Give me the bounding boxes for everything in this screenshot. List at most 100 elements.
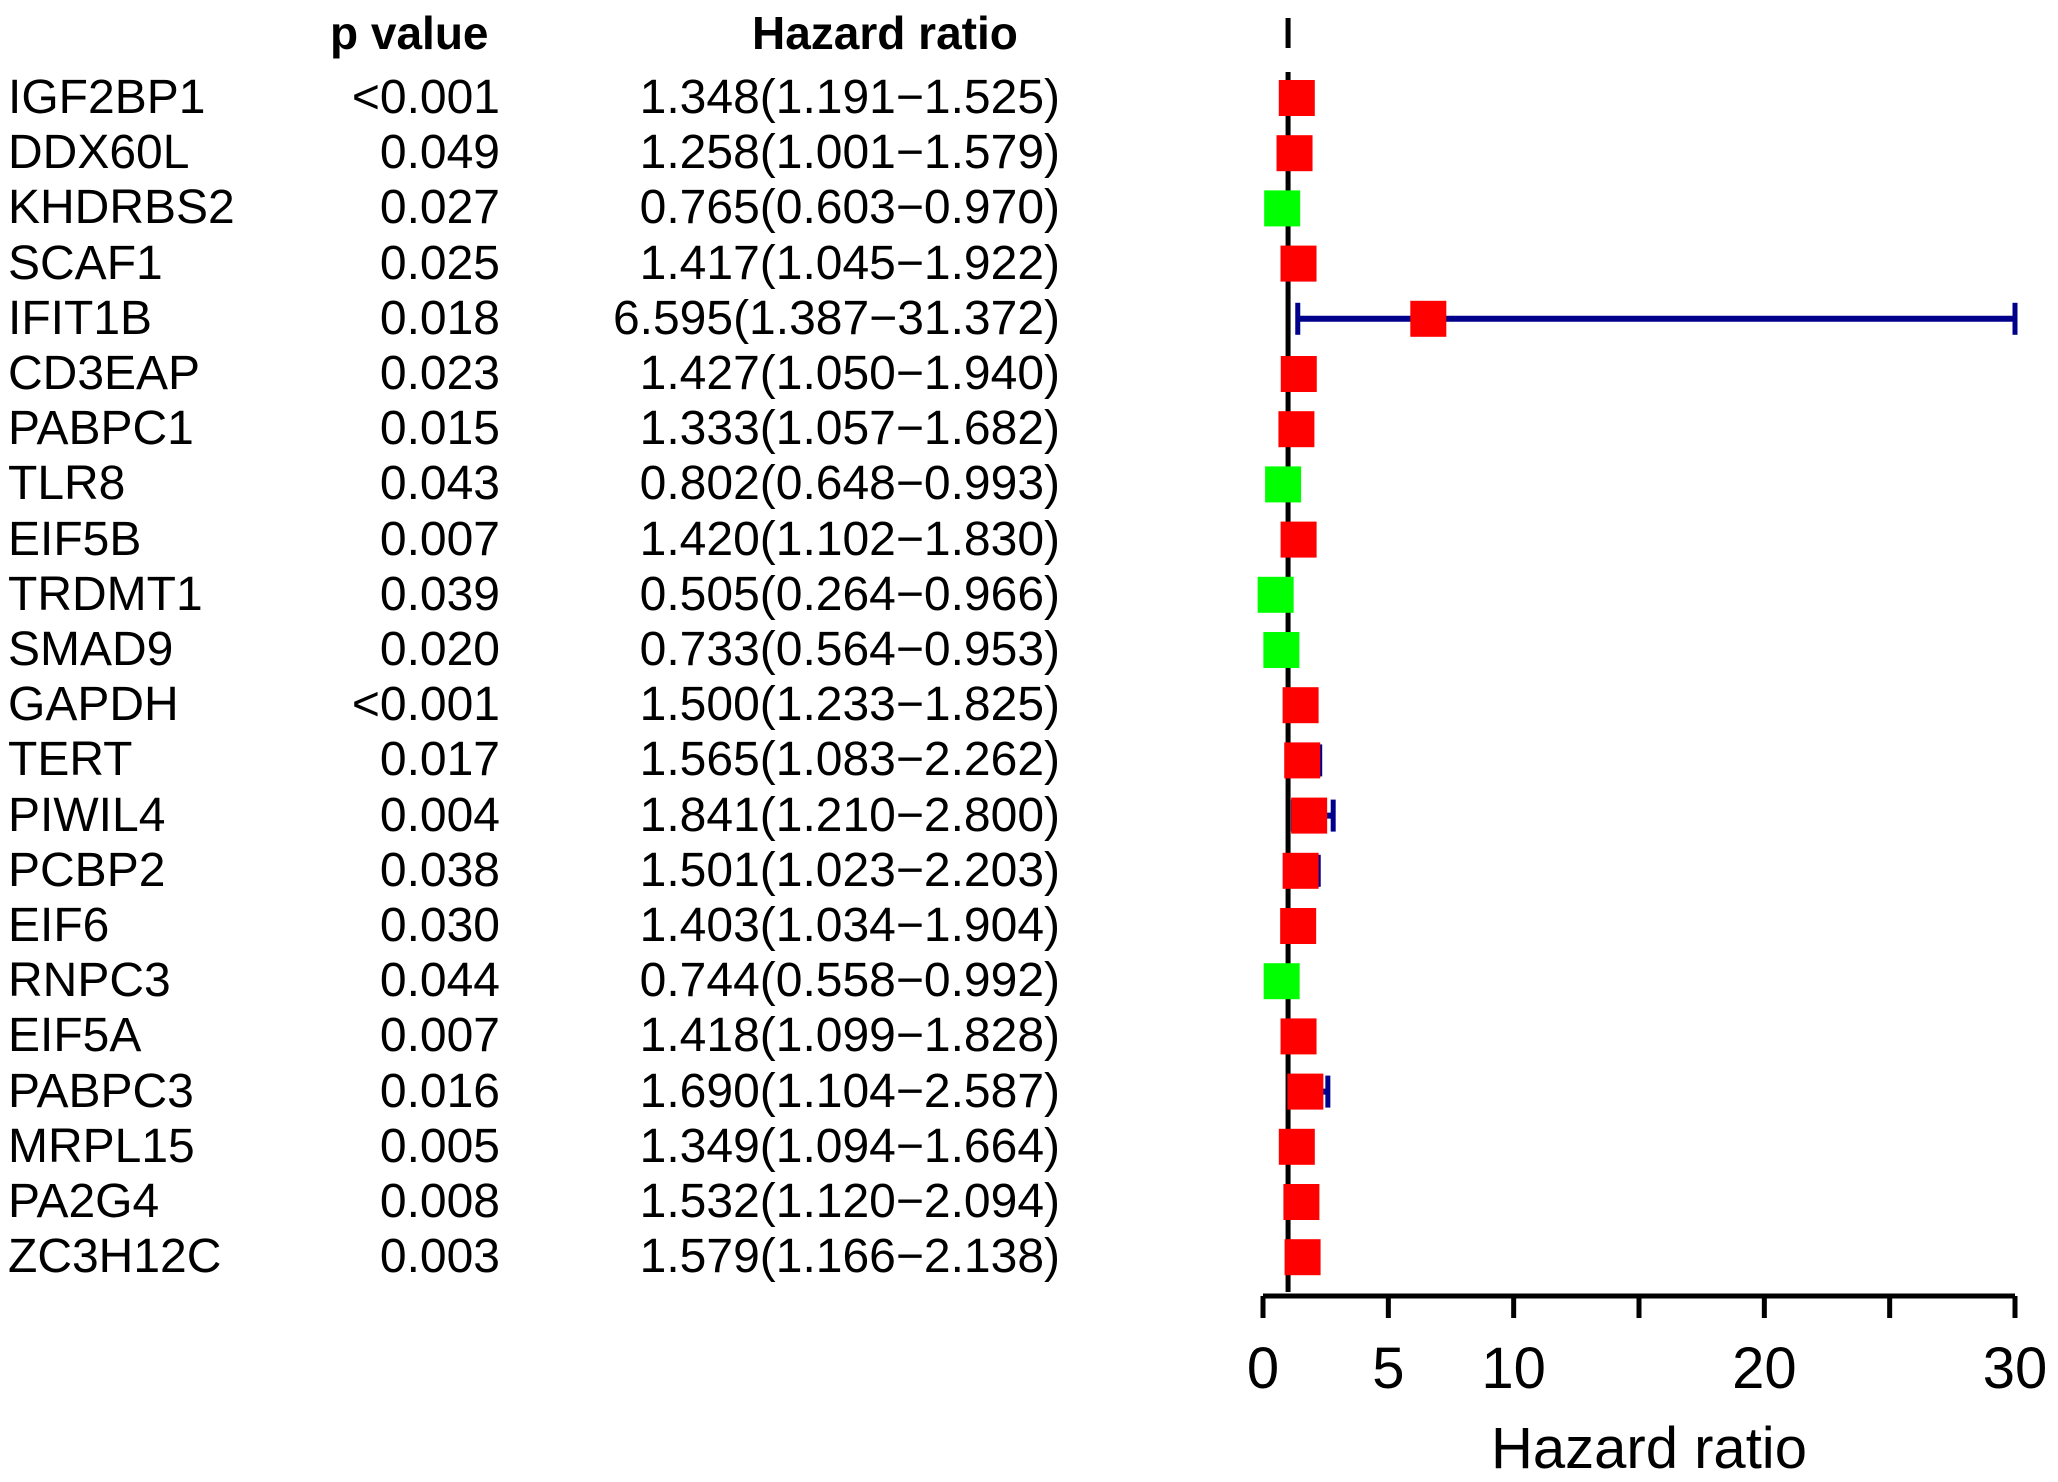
table-row: TLR8 0.043 0.802(0.648−0.993) xyxy=(0,456,1080,512)
gene-label: IGF2BP1 xyxy=(8,71,206,124)
hr-point xyxy=(1280,356,1317,392)
p-value: 0.015 xyxy=(379,402,500,456)
hazard-ratio-ci: 1.403(1.034−1.904) xyxy=(639,899,1060,952)
hr-point xyxy=(1282,687,1319,724)
hr-point xyxy=(1278,411,1315,448)
hr-point xyxy=(1280,1018,1317,1055)
p-value: 0.049 xyxy=(379,126,500,180)
p-value-header: p value xyxy=(330,7,489,59)
hr-point xyxy=(1263,632,1300,668)
p-value: 0.043 xyxy=(379,457,500,511)
x-tick-label: 5 xyxy=(1372,1336,1404,1401)
hazard-ratio-ci: 1.690(1.104−2.587) xyxy=(639,1064,1060,1118)
table-row: MRPL15 0.005 1.349(1.094−1.664) xyxy=(0,1119,1080,1175)
hr-point xyxy=(1283,1184,1320,1220)
hazard-ratio-ci: 1.417(1.045−1.922) xyxy=(639,236,1060,290)
hazard-ratio-ci: 0.505(0.264−0.966) xyxy=(639,567,1060,621)
gene-label: EIF6 xyxy=(8,899,110,952)
gene-label: ZC3H12C xyxy=(8,1230,222,1284)
hazard-ratio-ci: 0.802(0.648−0.993) xyxy=(639,457,1060,511)
gene-label: EIF5B xyxy=(8,512,142,566)
hr-point xyxy=(1280,908,1317,944)
hazard-ratio-ci: 1.579(1.166−2.138) xyxy=(639,1230,1060,1284)
x-tick-label: 30 xyxy=(1983,1336,2048,1401)
hr-point xyxy=(1263,963,1300,1000)
hazard-ratio-ci: 1.427(1.050−1.940) xyxy=(639,347,1060,400)
gene-label: KHDRBS2 xyxy=(8,181,235,235)
table-row: ZC3H12C 0.003 1.579(1.166−2.138) xyxy=(0,1229,1080,1285)
gene-label: TLR8 xyxy=(8,457,126,511)
table-row: TERT 0.017 1.565(1.083−2.262) xyxy=(0,732,1080,788)
hazard-ratio-ci: 1.841(1.210−2.800) xyxy=(639,788,1060,842)
table-row: EIF5B 0.007 1.420(1.102−1.830) xyxy=(0,512,1080,568)
x-tick-label: 20 xyxy=(1732,1336,1797,1401)
table-row: GAPDH <0.001 1.500(1.233−1.825) xyxy=(0,677,1080,733)
hazard-ratio-ci: 1.501(1.023−2.203) xyxy=(639,843,1060,897)
table-row: PA2G4 0.008 1.532(1.120−2.094) xyxy=(0,1174,1080,1230)
hr-point xyxy=(1291,797,1328,834)
table-row: PIWIL4 0.004 1.841(1.210−2.800) xyxy=(0,788,1080,844)
table-row: PABPC3 0.016 1.690(1.104−2.587) xyxy=(0,1064,1080,1120)
hr-point xyxy=(1278,1128,1315,1165)
gene-label: EIF5A xyxy=(8,1009,142,1063)
hr-point xyxy=(1265,466,1302,503)
hr-point xyxy=(1410,300,1447,337)
table-row: EIF5A 0.007 1.418(1.099−1.828) xyxy=(0,1008,1080,1064)
p-value: 0.025 xyxy=(379,236,500,290)
hazard-ratio-ci: 6.595(1.387−31.372) xyxy=(612,291,1060,345)
hazard-ratio-ci: 0.744(0.558−0.992) xyxy=(639,954,1060,1008)
x-axis-title: Hazard ratio xyxy=(1491,1416,1807,1481)
p-value: 0.017 xyxy=(379,733,500,787)
hr-point xyxy=(1276,135,1313,172)
table-row: PABPC1 0.015 1.333(1.057−1.682) xyxy=(0,401,1080,457)
hazard-ratio-ci: 1.420(1.102−1.830) xyxy=(639,512,1060,566)
x-tick-label: 10 xyxy=(1481,1336,1546,1401)
p-value: 0.016 xyxy=(379,1064,500,1118)
gene-label: SMAD9 xyxy=(8,623,174,676)
hr-point xyxy=(1280,245,1317,282)
p-value: 0.003 xyxy=(379,1230,500,1284)
table-row: RNPC3 0.044 0.744(0.558−0.992) xyxy=(0,953,1080,1009)
p-value: 0.044 xyxy=(379,954,500,1008)
gene-label: PCBP2 xyxy=(8,843,166,897)
table-row: DDX60L 0.049 1.258(1.001−1.579) xyxy=(0,125,1080,181)
hazard-ratio-ci: 1.418(1.099−1.828) xyxy=(639,1009,1060,1063)
hazard-ratio-ci: 1.500(1.233−1.825) xyxy=(639,678,1060,732)
gene-label: TERT xyxy=(8,733,133,787)
table-row: SMAD9 0.020 0.733(0.564−0.953) xyxy=(0,622,1080,678)
hr-point xyxy=(1284,742,1321,779)
gene-label: GAPDH xyxy=(8,678,179,732)
p-value: 0.007 xyxy=(379,512,500,566)
hazard-ratio-ci: 1.258(1.001−1.579) xyxy=(639,126,1060,180)
table-row: TRDMT1 0.039 0.505(0.264−0.966) xyxy=(0,567,1080,623)
gene-label: PA2G4 xyxy=(8,1175,160,1228)
hr-point xyxy=(1278,80,1315,116)
hazard-ratio-ci: 1.532(1.120−2.094) xyxy=(639,1175,1060,1228)
hazard-ratio-ci: 1.348(1.191−1.525) xyxy=(639,71,1060,124)
hazard-ratio-ci: 1.349(1.094−1.664) xyxy=(639,1119,1060,1173)
gene-label: CD3EAP xyxy=(8,347,201,400)
p-value: 0.038 xyxy=(379,843,500,897)
p-value: <0.001 xyxy=(351,678,500,732)
p-value: 0.023 xyxy=(379,347,500,400)
p-value: 0.005 xyxy=(379,1119,500,1173)
hazard-ratio-ci: 0.733(0.564−0.953) xyxy=(639,623,1060,676)
table-row: CD3EAP 0.023 1.427(1.050−1.940) xyxy=(0,346,1080,402)
hazard-ratio-ci: 1.333(1.057−1.682) xyxy=(639,402,1060,456)
gene-label: MRPL15 xyxy=(8,1119,195,1173)
gene-label: RNPC3 xyxy=(8,954,171,1008)
table-row: KHDRBS2 0.027 0.765(0.603−0.970) xyxy=(0,180,1080,236)
table-row: PCBP2 0.038 1.501(1.023−2.203) xyxy=(0,843,1080,899)
hr-point xyxy=(1284,1239,1321,1276)
table-row: EIF6 0.030 1.403(1.034−1.904) xyxy=(0,898,1080,954)
hazard-ratio-header: Hazard ratio xyxy=(752,7,1018,59)
x-tick-label: 0 xyxy=(1247,1336,1279,1401)
gene-label: DDX60L xyxy=(8,126,190,180)
p-value: 0.039 xyxy=(379,567,500,621)
gene-label: TRDMT1 xyxy=(8,567,203,621)
p-value: 0.027 xyxy=(379,181,500,235)
table-row: IGF2BP1 <0.001 1.348(1.191−1.525) xyxy=(0,70,1080,126)
p-value: 0.020 xyxy=(379,623,500,676)
p-value: 0.004 xyxy=(379,788,500,842)
